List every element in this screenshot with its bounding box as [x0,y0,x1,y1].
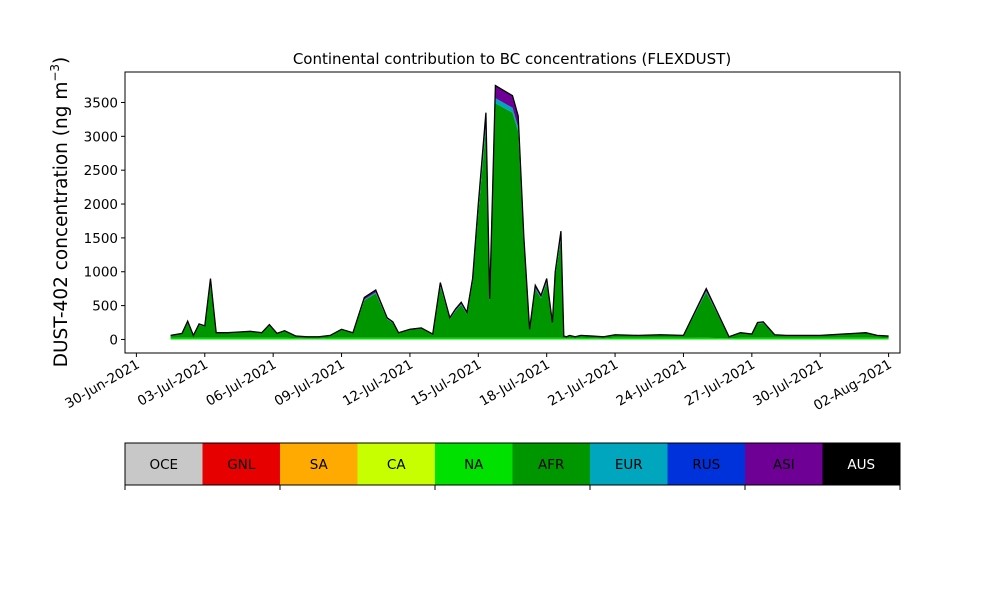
chart-title: Continental contribution to BC concentra… [293,50,731,68]
area-asi [170,85,889,337]
area-afr [170,103,889,339]
legend-swatch-afr [512,443,591,485]
y-axis-label-main: DUST-402 concentration (ng m [51,82,72,368]
legend-label: AFR [538,457,564,473]
legend-label: AUS [847,457,875,473]
y-axis-label-close: ) [51,57,72,64]
total-line [170,84,889,338]
x-tick-label: 21-Jul-2021 [545,357,621,410]
y-tick-label: 0 [109,332,118,348]
legend-swatch-rus [667,443,746,485]
legend-swatch-ca [357,443,436,485]
legend-label: CA [387,457,406,473]
y-tick-label: 1000 [84,265,118,281]
y-axis: 0 500 1000 1500 2000 2500 3000 3500 [84,95,125,348]
x-tick-label: 06-Jul-2021 [203,357,279,410]
x-tick-label: 03-Jul-2021 [135,357,211,410]
y-tick-label: 500 [92,299,118,315]
x-tick-label: 02-Aug-2021 [811,357,895,415]
y-axis-label: DUST-402 concentration (ng m−3) [48,57,72,368]
x-tick-label: 12-Jul-2021 [340,357,416,410]
x-tick-label: 27-Jul-2021 [682,357,758,410]
x-tick-label: 09-Jul-2021 [272,357,348,410]
y-tick-label: 3500 [84,95,118,111]
y-tick-label: 1500 [84,231,118,247]
legend-label: SA [310,457,329,473]
legend-label: GNL [227,457,256,473]
legend-label: ASI [773,457,795,473]
legend-swatch-eur [590,443,668,485]
legend-swatch-asi [745,443,823,485]
axes-frame [124,71,901,354]
area-eur [170,98,889,337]
legend-swatch-na [435,443,513,485]
stacked-areas [170,85,889,340]
y-tick-label: 2500 [84,163,118,179]
x-tick-label: 24-Jul-2021 [614,357,690,410]
legend-swatch-aus [822,443,901,485]
plot-area [170,84,889,340]
area-na [170,337,889,340]
x-tick-label: 15-Jul-2021 [408,357,484,410]
x-tick-label: 18-Jul-2021 [477,357,553,410]
legend-label: NA [464,457,484,473]
x-tick-label: 30-Jun-2021 [62,357,142,412]
color-legend: OCE GNL SA CA NA AFR EUR RUS ASI AUS [124,442,901,490]
x-axis: 30-Jun-202103-Jul-202106-Jul-202109-Jul-… [62,353,895,415]
legend-label: RUS [692,457,720,473]
legend-swatch-sa [280,443,358,485]
y-axis-label-superscript: −3 [48,64,62,82]
legend-label: EUR [615,457,643,473]
y-tick-label: 3000 [84,129,118,145]
y-tick-label: 2000 [84,197,118,213]
legend-swatch-oce [125,443,203,485]
legend-frame [124,442,901,486]
legend-label: OCE [149,457,178,473]
legend-swatch-gnl [202,443,281,485]
